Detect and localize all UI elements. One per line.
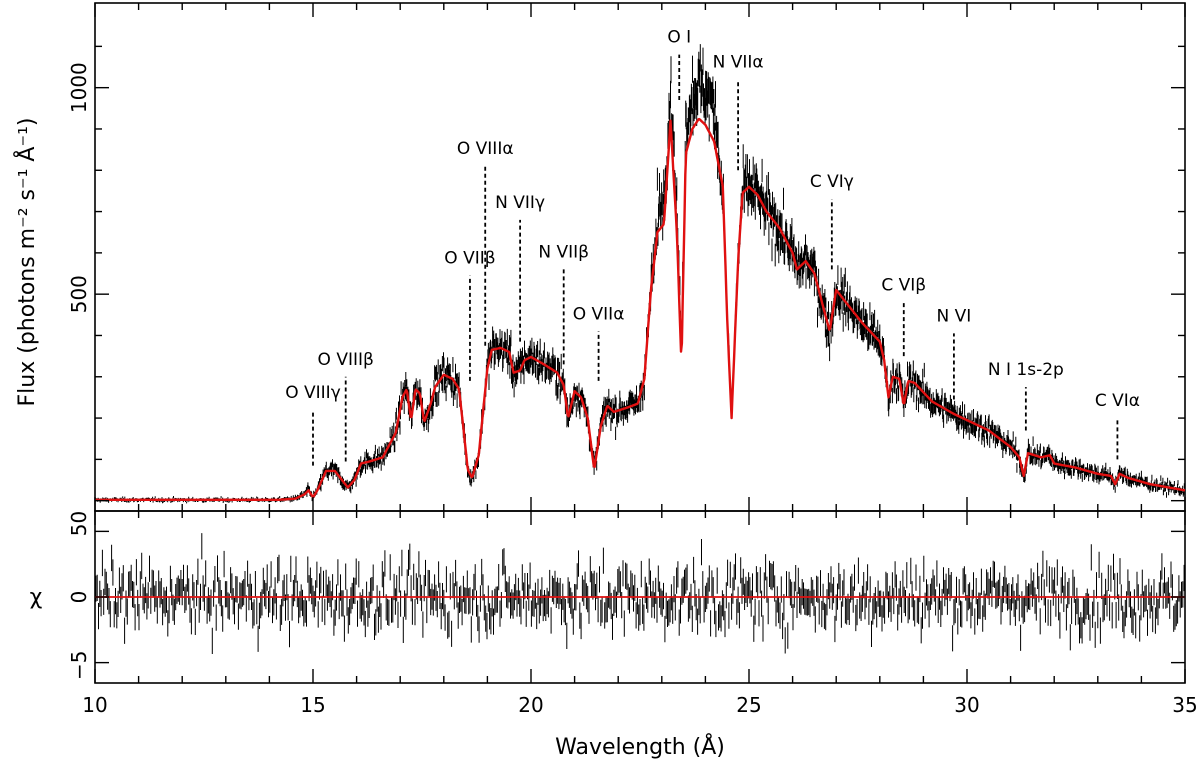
x-tick-label: 20 [518, 693, 543, 717]
data-trace [94, 44, 1186, 504]
flux-y-ticks: 500 1000 [67, 45, 1185, 502]
x-tick-label: 30 [954, 693, 979, 717]
line-label: N VIIβ [538, 242, 589, 262]
line-label: O VIIβ [444, 249, 495, 269]
line-annotations: O VIIIγ O VIIIβ O VIIβ O VIIIα N VIIγ N VIIβ O… [285, 28, 1140, 466]
flux-plot-frame [94, 2, 1186, 512]
chi-axis-label: χ [30, 585, 43, 610]
x-tick-label: 25 [736, 693, 761, 717]
line-label: O VIIα [573, 304, 625, 324]
line-label: N VI [937, 306, 972, 326]
x-axis-ticks: 10 15 20 25 30 35 [82, 3, 1198, 717]
line-label: O VIIIα [457, 139, 514, 159]
chi-y-tick-label: −5 [67, 651, 91, 680]
line-label: C VIα [1095, 391, 1140, 411]
flux-data-layer [94, 44, 1186, 504]
line-label: O I [667, 28, 691, 48]
flux-panel: O VIIIγ O VIIIβ O VIIβ O VIIIα N VIIγ N VIIβ O… [13, 2, 1186, 512]
line-label: N VIIα [713, 52, 764, 72]
line-label: C VIβ [881, 275, 926, 295]
chi-y-tick-label: 0 [67, 591, 91, 604]
x-tick-label: 10 [82, 693, 107, 717]
line-label: N VIIγ [495, 193, 545, 213]
flux-y-tick-label: 500 [67, 275, 91, 313]
residual-y-ticks: 50 0 −5 [67, 511, 1185, 680]
flux-y-tick-label: 1000 [67, 62, 91, 113]
line-label: N I 1s-2p [988, 360, 1064, 380]
x-tick-label: 35 [1172, 693, 1197, 717]
residual-panel: 50 0 −5 χ [30, 510, 1186, 684]
x-axis-label: Wavelength (Å) [555, 733, 725, 760]
line-label: O VIIIβ [318, 350, 374, 370]
flux-model-layer [94, 117, 1186, 501]
residual-bars [95, 533, 1185, 654]
chi-y-tick-label: 50 [67, 511, 91, 536]
flux-axis-label: Flux (photons m⁻² s⁻¹ Å⁻¹) [13, 118, 40, 407]
x-tick-label: 15 [300, 693, 325, 717]
line-label: O VIIIγ [285, 383, 341, 403]
line-label: C VIγ [810, 172, 854, 192]
model-curve [94, 117, 1186, 501]
residual-trace [95, 533, 1185, 654]
